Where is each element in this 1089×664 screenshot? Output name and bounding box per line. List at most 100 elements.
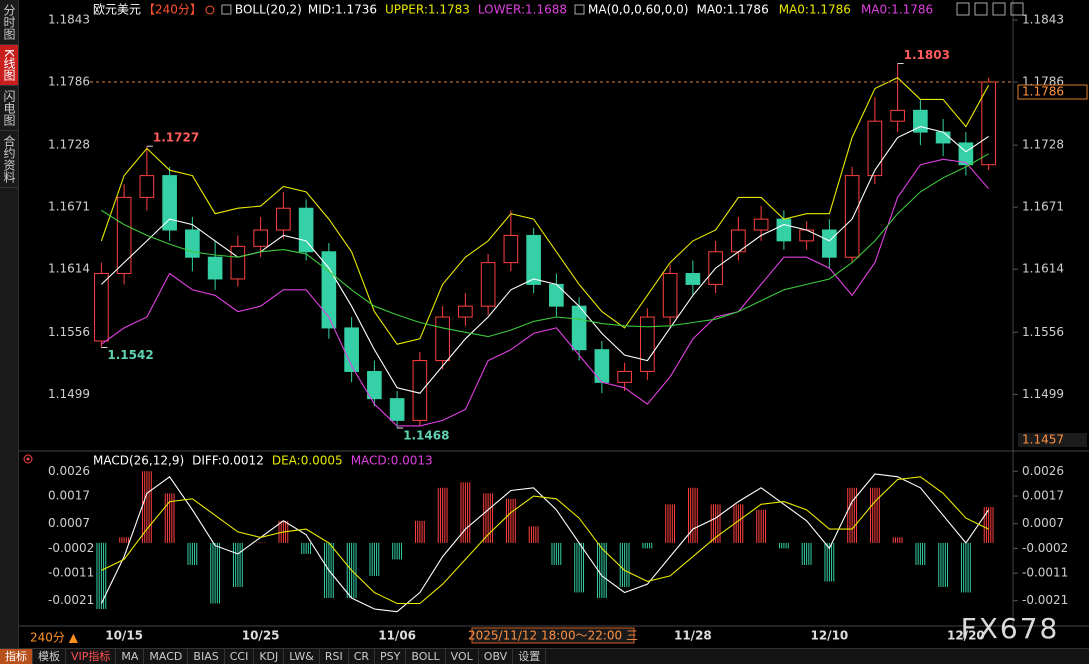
legend-entry: MACD:0.0013 — [351, 454, 433, 468]
ma-entry: MA0:1.1786 — [779, 3, 851, 17]
y-tick-label-right: 1.1556 — [1022, 325, 1064, 339]
candle-body — [390, 399, 404, 421]
candle-body — [595, 350, 609, 383]
y-tick-label-right: 1.1671 — [1022, 200, 1064, 214]
candle-body — [277, 208, 291, 230]
candle-body — [459, 306, 473, 317]
candle-body — [527, 235, 541, 284]
toolbar-item[interactable]: CR — [349, 649, 375, 664]
candle-body — [254, 230, 268, 246]
ma-entry: MA0:1.1786 — [861, 3, 933, 17]
x-tick-label: 12/10 — [810, 629, 848, 643]
x-tick-label: 10/25 — [242, 629, 280, 643]
cursor-time: 2025/11/12 18:00～22:00 三 — [468, 629, 638, 643]
ma-entry: MA0:1.1786 — [696, 3, 768, 17]
last-price-label: 1.1786 — [1022, 85, 1064, 99]
chart-period: 【240分】 — [143, 3, 202, 17]
y-tick-label-right: 1.1843 — [1022, 13, 1064, 27]
macd-title: MACD(26,12,9) — [93, 454, 184, 468]
candle-body — [868, 121, 882, 175]
chart-title: 欧元美元 — [93, 3, 141, 17]
toolbar-item[interactable]: 模板 — [33, 649, 66, 664]
y-tick-label: -0.0002 — [48, 541, 94, 555]
high-label: 1.1803 — [904, 48, 950, 62]
y-tick-label: -0.0011 — [48, 566, 94, 580]
x-tick-label: 11/28 — [674, 629, 712, 643]
sidebar-tab[interactable]: 分时图 — [0, 0, 18, 45]
y-tick-label: 0.0007 — [48, 516, 90, 530]
y-tick-label: 1.1671 — [48, 200, 90, 214]
y-tick-label: 1.1556 — [48, 325, 90, 339]
chart-area: 2025/11/12 18:00～22:00 三 240分 ▲ FX678 1.… — [0, 0, 1089, 648]
toolbar-item[interactable]: MA — [116, 649, 144, 664]
toolbar-item[interactable]: OBV — [479, 649, 513, 664]
sidebar-tab[interactable]: 闪电图 — [0, 86, 18, 131]
y-tick-label-right: 1.1614 — [1022, 262, 1064, 276]
toolbar-item[interactable]: 设置 — [513, 649, 546, 664]
candle-body — [140, 176, 154, 198]
candle-body — [436, 317, 450, 361]
y-tick-label-right: 0.0026 — [1022, 464, 1064, 478]
candle-body — [845, 176, 859, 258]
toolbar: 指标模板VIP指标MAMACDBIASCCIKDJLW&RSICRPSYBOLL… — [0, 648, 1089, 664]
y-tick-label: 1.1786 — [48, 75, 90, 89]
y-tick-label: 1.1499 — [48, 387, 90, 401]
y-tick-label: 0.0026 — [48, 464, 90, 478]
candle-body — [481, 263, 495, 307]
candle-body — [663, 274, 677, 318]
toolbar-item[interactable]: LW& — [284, 649, 320, 664]
y-tick-label-right: 0.0007 — [1022, 516, 1064, 530]
toolbar-item[interactable]: VIP指标 — [66, 649, 116, 664]
candle-body — [299, 208, 313, 252]
indicator-icon-dot — [27, 458, 30, 461]
sidebar-tab[interactable]: K线图 — [0, 45, 18, 86]
indicator-label: BOLL(20,2) — [235, 3, 302, 17]
y-tick-label-right: 0.0017 — [1022, 489, 1064, 503]
candle-body — [550, 284, 564, 306]
candle-body — [186, 230, 200, 257]
toolbar-item[interactable]: BOLL — [406, 649, 445, 664]
candle-body — [891, 110, 905, 121]
toolbar-item[interactable]: BIAS — [188, 649, 224, 664]
legend-entry: DEA:0.0005 — [272, 454, 343, 468]
series-line — [101, 477, 988, 604]
settings-icon — [206, 6, 214, 14]
y-tick-label-right: 1.1728 — [1022, 138, 1064, 152]
x-tick-label: 11/06 — [378, 629, 416, 643]
candle-body — [823, 230, 837, 257]
y-tick-label: 0.0017 — [48, 489, 90, 503]
y-tick-label-right: -0.0002 — [1022, 541, 1068, 555]
y-tick-label: 1.1728 — [48, 138, 90, 152]
toolbar-item[interactable]: PSY — [375, 649, 406, 664]
legend-icon — [575, 5, 584, 14]
toolbar-item[interactable]: RSI — [320, 649, 349, 664]
legend-entry: MID:1.1736 — [308, 3, 377, 17]
period-label[interactable]: 240分 ▲ — [30, 631, 79, 645]
toolbar-item[interactable]: 指标 — [0, 649, 33, 664]
sidebar-tab[interactable]: 合约资料 — [0, 131, 18, 188]
candle-body — [686, 274, 700, 285]
toolbar-item[interactable]: KDJ — [254, 649, 284, 664]
candle-body — [800, 230, 814, 241]
x-tick-label: 10/15 — [105, 629, 143, 643]
low-label: 1.1542 — [107, 348, 153, 362]
toolbar-item[interactable]: VOL — [446, 649, 479, 664]
candle-body — [754, 219, 768, 230]
toolbar-item[interactable]: CCI — [225, 649, 255, 664]
toolbar-item[interactable]: MACD — [144, 649, 188, 664]
legend-entry: UPPER:1.1783 — [385, 3, 470, 17]
icon[interactable] — [975, 3, 987, 15]
candle-body — [777, 219, 791, 241]
candle-body — [936, 132, 950, 143]
candle-body — [163, 176, 177, 230]
y-tick-label-right: -0.0011 — [1022, 566, 1068, 580]
icon[interactable] — [993, 3, 1005, 15]
icon[interactable] — [957, 3, 969, 15]
y-tick-label-right: 1.1499 — [1022, 387, 1064, 401]
y-tick-label-right: -0.0021 — [1022, 593, 1068, 607]
legend-icon — [222, 5, 231, 14]
y-tick-label: -0.0021 — [48, 593, 94, 607]
axis-min-label: 1.1457 — [1022, 433, 1064, 447]
high-label: 1.1727 — [153, 131, 199, 145]
